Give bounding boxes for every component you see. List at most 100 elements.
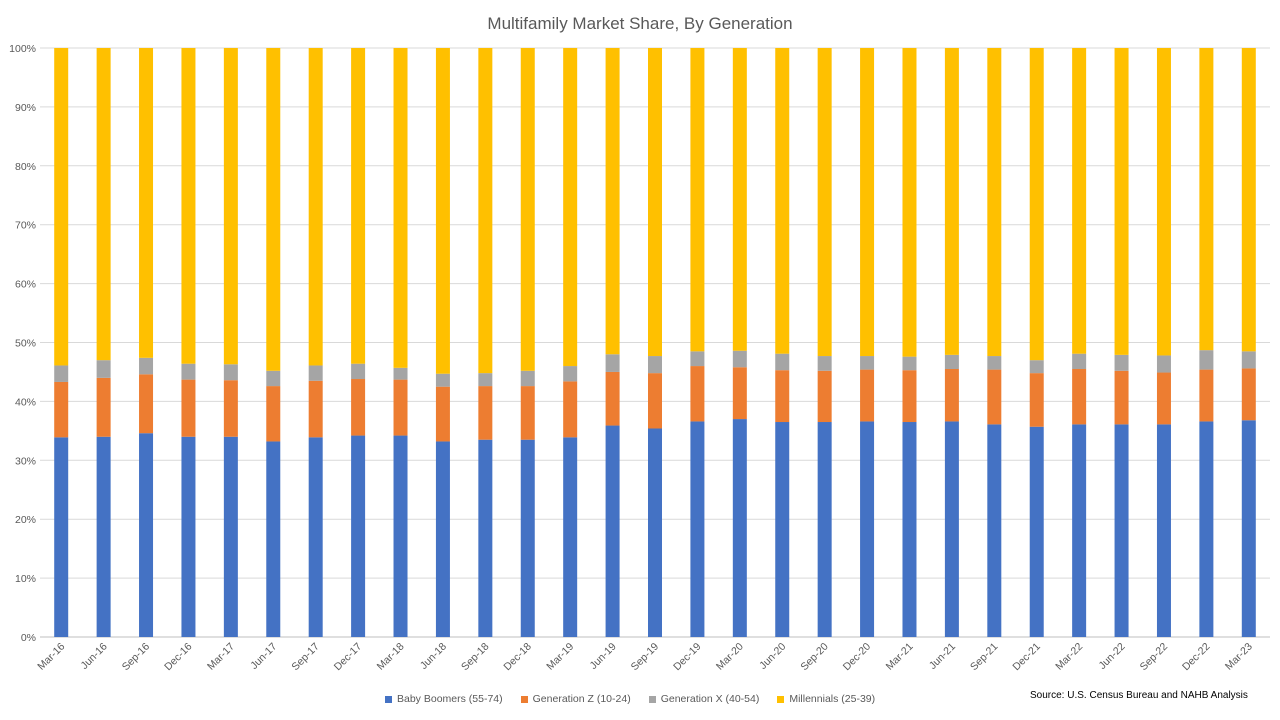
y-tick-label: 10% [15, 573, 36, 585]
bar-segment-series-3 [181, 48, 196, 364]
bars [54, 48, 1256, 637]
legend-item: Millennials (25-39) [777, 693, 875, 705]
bar-segment-series-2 [1156, 355, 1171, 373]
y-tick-label: 40% [15, 396, 36, 408]
x-tick-label: Dec-16 [162, 641, 195, 674]
bar-segment-series-1 [139, 374, 154, 434]
bar-segment-series-3 [54, 48, 69, 366]
bar-segment-series-3 [860, 48, 875, 357]
x-axis-ticks: Mar-16 Jun-16 Sep-16 Dec-16 Mar-17 Jun-17 Sep-… [35, 641, 1255, 674]
bar-segment-series-3 [944, 48, 959, 355]
bar-segment-series-1 [393, 379, 408, 436]
bar-segment-series-3 [605, 48, 620, 355]
x-tick-label: Dec-20 [841, 641, 874, 674]
bar-segment-series-1 [266, 386, 281, 442]
y-tick-label: 30% [15, 455, 36, 467]
legend-item: Generation X (40-54) [648, 693, 760, 705]
bar-segment-series-2 [775, 353, 790, 371]
bar-segment-series-0 [223, 436, 238, 637]
bar-segment-series-2 [1199, 350, 1214, 370]
bar-segment-series-3 [987, 48, 1002, 357]
legend-swatch [520, 695, 528, 703]
bar-segment-series-0 [944, 421, 959, 637]
bar-segment-series-1 [308, 380, 323, 438]
bar-segment-series-2 [605, 354, 620, 372]
bar-segment-series-0 [435, 441, 450, 637]
x-tick-label: Mar-16 [35, 641, 67, 673]
bar-segment-series-1 [1241, 368, 1256, 421]
y-tick-label: 60% [15, 279, 36, 291]
bar-segment-series-2 [181, 363, 196, 380]
y-tick-label: 0% [21, 632, 36, 644]
bar-segment-series-3 [775, 48, 790, 354]
bar-segment-series-2 [648, 356, 662, 374]
bar-segment-series-1 [1072, 369, 1087, 425]
bar-segment-series-1 [1029, 373, 1044, 427]
bar-segment-series-2 [1114, 354, 1129, 371]
bar-segment-series-1 [775, 370, 790, 423]
bar-segment-series-2 [690, 351, 705, 367]
bar-segment-series-0 [563, 437, 578, 637]
bar-segment-series-2 [1029, 360, 1044, 374]
bar-segment-series-0 [902, 422, 917, 637]
x-tick-label: Jun-17 [248, 641, 279, 672]
bar-segment-series-2 [860, 356, 875, 370]
x-tick-label: Mar-23 [1223, 641, 1255, 673]
x-tick-label: Dec-22 [1180, 641, 1213, 674]
bar-segment-series-3 [351, 48, 366, 364]
bar-segment-series-1 [690, 366, 705, 422]
bar-segment-series-3 [478, 48, 493, 374]
source-note: Source: U.S. Census Bureau and NAHB Anal… [1030, 690, 1248, 701]
bar-segment-series-3 [1199, 48, 1214, 351]
bar-segment-series-0 [351, 435, 366, 637]
bar-segment-series-2 [54, 365, 69, 382]
bar-segment-series-3 [1114, 48, 1129, 355]
y-tick-label: 50% [15, 338, 36, 350]
bar-segment-series-3 [308, 48, 323, 366]
bar-segment-series-3 [817, 48, 832, 357]
bar-segment-series-0 [605, 425, 620, 637]
bar-segment-series-3 [1156, 48, 1171, 356]
bar-segment-series-0 [690, 421, 705, 637]
bar-segment-series-2 [435, 373, 450, 387]
legend-swatch [385, 695, 392, 703]
bar-segment-series-3 [902, 48, 917, 357]
legend-label: Generation X (40-54) [660, 693, 760, 705]
y-tick-label: 90% [15, 102, 36, 114]
x-tick-label: Sep-18 [459, 641, 492, 674]
bar-segment-series-3 [1029, 48, 1044, 361]
chart-title: Multifamily Market Share, By Generation [487, 14, 793, 33]
bar-segment-series-2 [308, 365, 323, 381]
legend: Baby Boomers (55-74) Generation Z (10-24)… [385, 693, 875, 705]
bar-segment-series-2 [902, 356, 917, 371]
legend-swatch [777, 695, 785, 703]
bar-segment-series-3 [393, 48, 408, 368]
bar-segment-series-3 [732, 48, 747, 351]
bar-segment-series-2 [520, 370, 535, 387]
legend-item: Baby Boomers (55-74) [385, 693, 503, 705]
bar-segment-series-0 [54, 437, 69, 637]
bar-segment-series-1 [732, 367, 747, 420]
bar-segment-series-3 [435, 48, 450, 374]
y-tick-label: 70% [15, 220, 36, 232]
x-tick-label: Jun-22 [1096, 641, 1127, 672]
x-tick-label: Dec-18 [501, 641, 534, 674]
bar-segment-series-1 [902, 370, 917, 423]
x-tick-label: Mar-20 [714, 641, 746, 673]
legend-item: Generation Z (10-24) [520, 693, 631, 705]
x-tick-label: Sep-17 [289, 641, 322, 674]
bar-segment-series-0 [308, 437, 323, 637]
bar-segment-series-1 [987, 369, 1002, 425]
bar-segment-series-3 [690, 48, 705, 352]
y-tick-label: 20% [15, 514, 36, 526]
x-tick-label: Sep-22 [1138, 641, 1171, 674]
bar-segment-series-1 [605, 371, 620, 426]
bar-segment-series-1 [223, 380, 238, 437]
x-tick-label: Dec-17 [332, 641, 365, 674]
bar-segment-series-2 [139, 357, 154, 375]
bar-segment-series-0 [96, 436, 111, 637]
x-tick-label: Dec-21 [1010, 641, 1043, 674]
bar-segment-series-2 [478, 373, 493, 387]
bar-segment-series-2 [351, 363, 366, 380]
x-tick-label: Mar-17 [205, 641, 237, 673]
